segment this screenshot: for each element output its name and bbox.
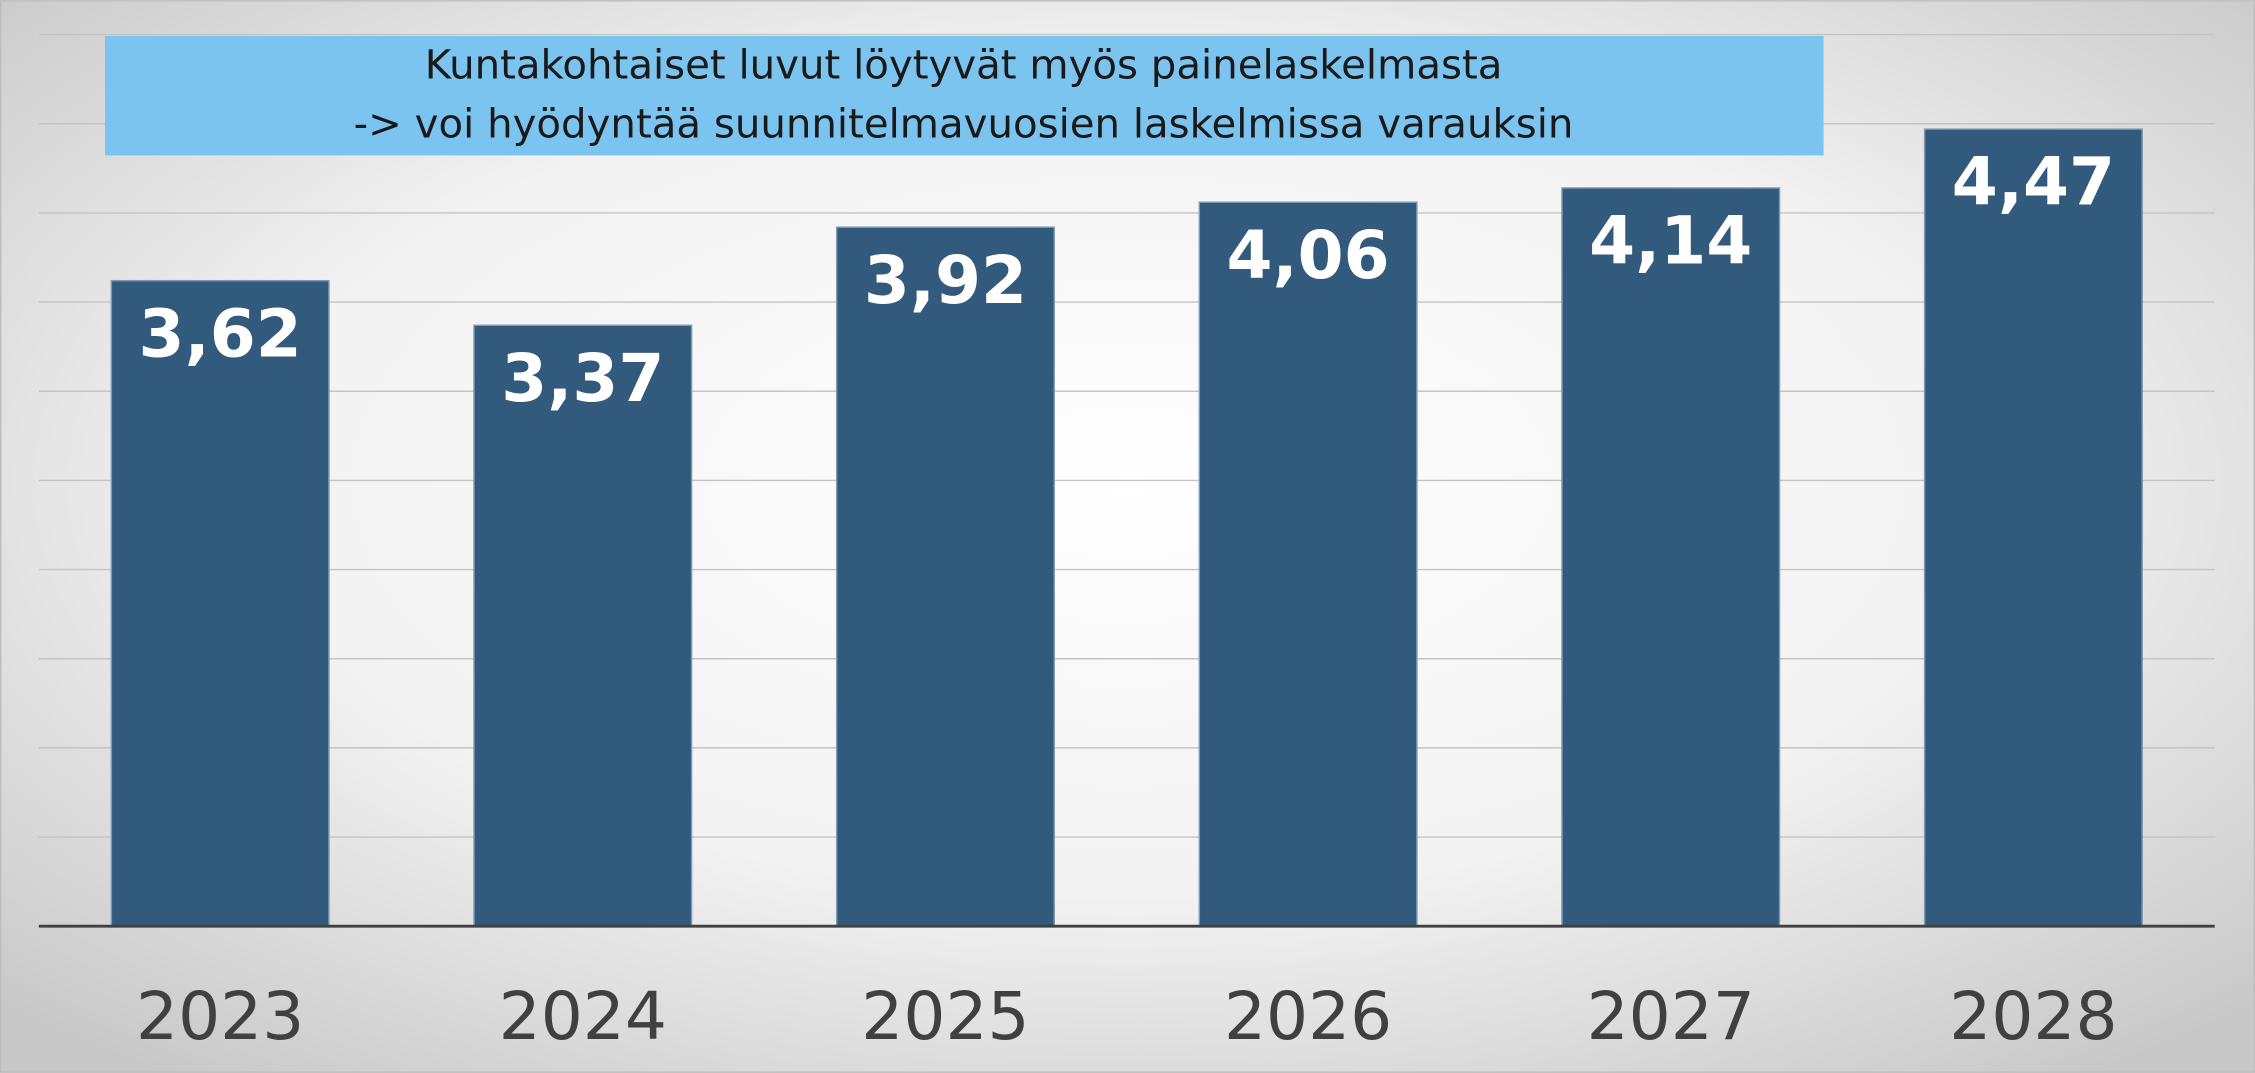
x-tick-label: 2024 xyxy=(499,978,667,1055)
bar xyxy=(835,226,1055,927)
x-tick-label: 2025 xyxy=(861,978,1029,1055)
x-tick-label: 2026 xyxy=(1224,978,1392,1055)
data-label: 3,92 xyxy=(864,242,1027,319)
data-label: 4,14 xyxy=(1589,203,1752,280)
bar xyxy=(1198,201,1418,927)
data-label: 3,37 xyxy=(501,340,664,417)
x-tick-label: 2028 xyxy=(1949,978,2117,1055)
x-tick-label: 2023 xyxy=(136,978,304,1055)
x-tick-label: 2027 xyxy=(1587,978,1755,1055)
bar xyxy=(1923,128,2143,927)
data-label: 4,06 xyxy=(1227,217,1390,294)
annotation-box xyxy=(104,36,1824,156)
bar xyxy=(473,324,693,927)
data-label: 3,62 xyxy=(139,295,302,372)
bar xyxy=(110,279,330,927)
annotation-line: Kuntakohtaiset luvut löytyvät myös paine… xyxy=(425,43,1503,89)
annotation-line: -> voi hyödyntää suunnitelmavuosien lask… xyxy=(354,102,1574,148)
data-label: 4,47 xyxy=(1952,144,2115,221)
bar xyxy=(1561,187,1781,927)
